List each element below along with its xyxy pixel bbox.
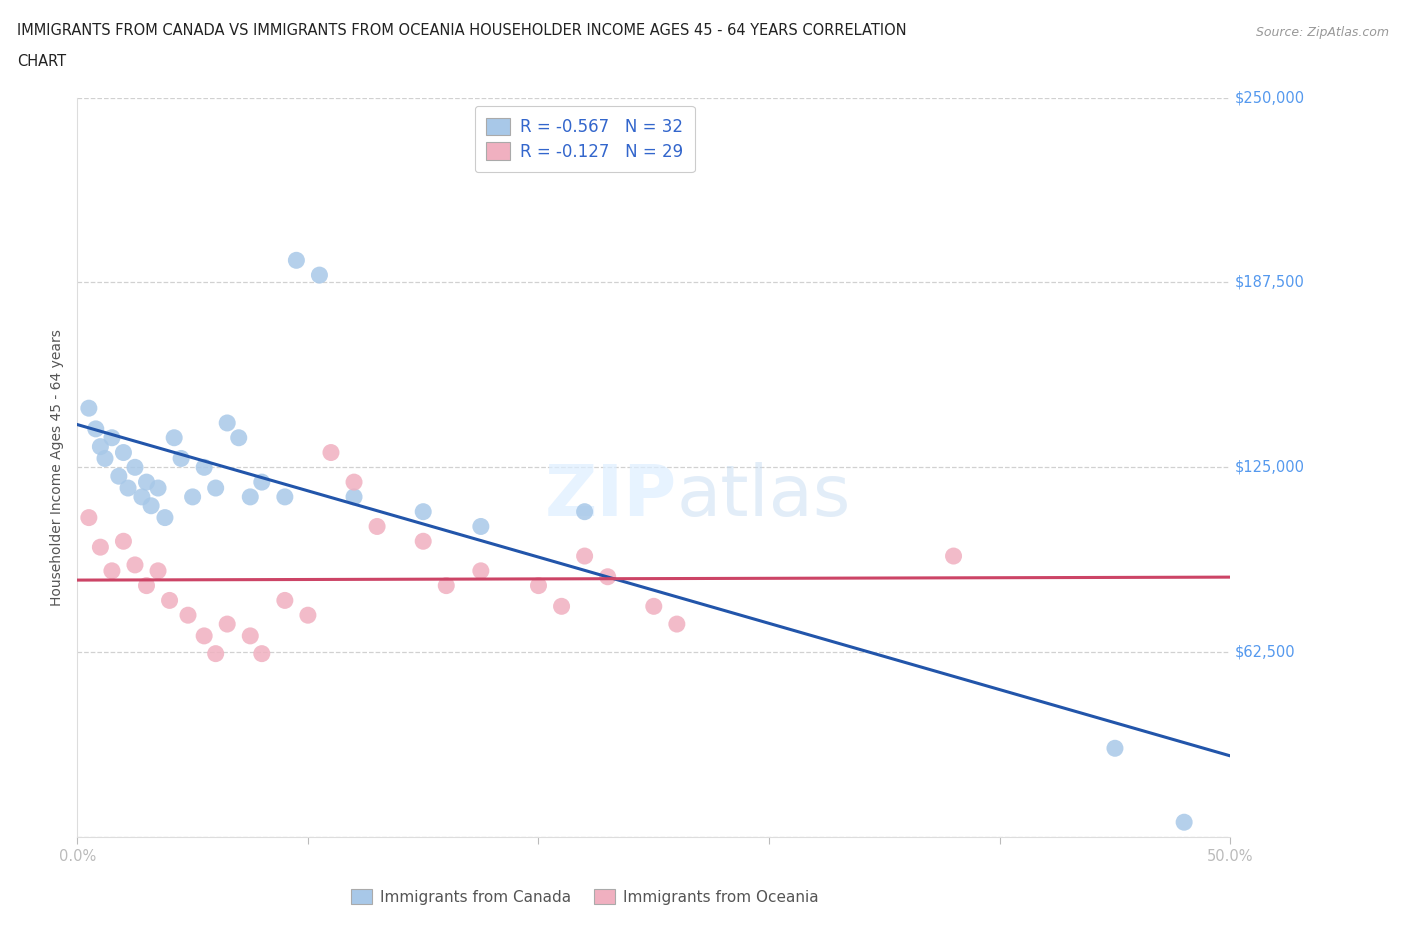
Point <box>131 489 153 504</box>
Text: atlas: atlas <box>676 462 851 531</box>
Point <box>239 629 262 644</box>
Text: $250,000: $250,000 <box>1234 90 1305 105</box>
Point <box>146 481 169 496</box>
Point <box>193 460 215 475</box>
Point <box>574 504 596 519</box>
Point <box>1104 741 1126 756</box>
Point <box>217 617 239 631</box>
Point <box>135 578 157 593</box>
Point <box>274 593 297 608</box>
Point <box>124 557 146 572</box>
Point <box>117 481 139 496</box>
Point <box>159 593 181 608</box>
Point <box>112 445 135 460</box>
Text: $62,500: $62,500 <box>1234 644 1295 659</box>
Point <box>135 474 157 489</box>
Point <box>217 416 239 431</box>
Point <box>89 539 111 554</box>
Point <box>343 489 366 504</box>
Text: IMMIGRANTS FROM CANADA VS IMMIGRANTS FROM OCEANIA HOUSEHOLDER INCOME AGES 45 - 6: IMMIGRANTS FROM CANADA VS IMMIGRANTS FRO… <box>17 23 907 38</box>
Point <box>77 511 100 525</box>
Point <box>412 504 434 519</box>
Point <box>343 474 366 489</box>
Point <box>153 511 176 525</box>
Point <box>94 451 117 466</box>
Text: $125,000: $125,000 <box>1234 459 1305 475</box>
Point <box>470 519 492 534</box>
Point <box>170 451 193 466</box>
Text: Source: ZipAtlas.com: Source: ZipAtlas.com <box>1256 26 1389 39</box>
Point <box>942 549 965 564</box>
Point <box>274 489 297 504</box>
Point <box>193 629 215 644</box>
Point <box>204 646 226 661</box>
Point <box>101 431 124 445</box>
Point <box>108 469 131 484</box>
Point <box>285 253 308 268</box>
Point <box>163 431 186 445</box>
Point <box>319 445 342 460</box>
Point <box>250 646 273 661</box>
Point <box>89 439 111 454</box>
Text: $187,500: $187,500 <box>1234 275 1305 290</box>
Point <box>527 578 550 593</box>
Point <box>204 481 226 496</box>
Text: ZIP: ZIP <box>544 462 676 531</box>
Point <box>228 431 250 445</box>
Point <box>643 599 665 614</box>
Legend: Immigrants from Canada, Immigrants from Oceania: Immigrants from Canada, Immigrants from … <box>344 883 824 910</box>
Point <box>574 549 596 564</box>
Point <box>77 401 100 416</box>
Point <box>112 534 135 549</box>
Point <box>434 578 457 593</box>
Point <box>146 564 169 578</box>
Point <box>250 474 273 489</box>
Point <box>550 599 572 614</box>
Point <box>124 460 146 475</box>
Point <box>1173 815 1195 830</box>
Text: CHART: CHART <box>17 54 66 69</box>
Point <box>239 489 262 504</box>
Point <box>470 564 492 578</box>
Point <box>177 608 200 623</box>
Point <box>181 489 204 504</box>
Point <box>308 268 330 283</box>
Point <box>412 534 434 549</box>
Point <box>596 569 619 584</box>
Point <box>297 608 319 623</box>
Point <box>665 617 688 631</box>
Point <box>84 421 107 436</box>
Point <box>139 498 162 513</box>
Y-axis label: Householder Income Ages 45 - 64 years: Householder Income Ages 45 - 64 years <box>51 329 65 605</box>
Point <box>101 564 124 578</box>
Point <box>366 519 388 534</box>
